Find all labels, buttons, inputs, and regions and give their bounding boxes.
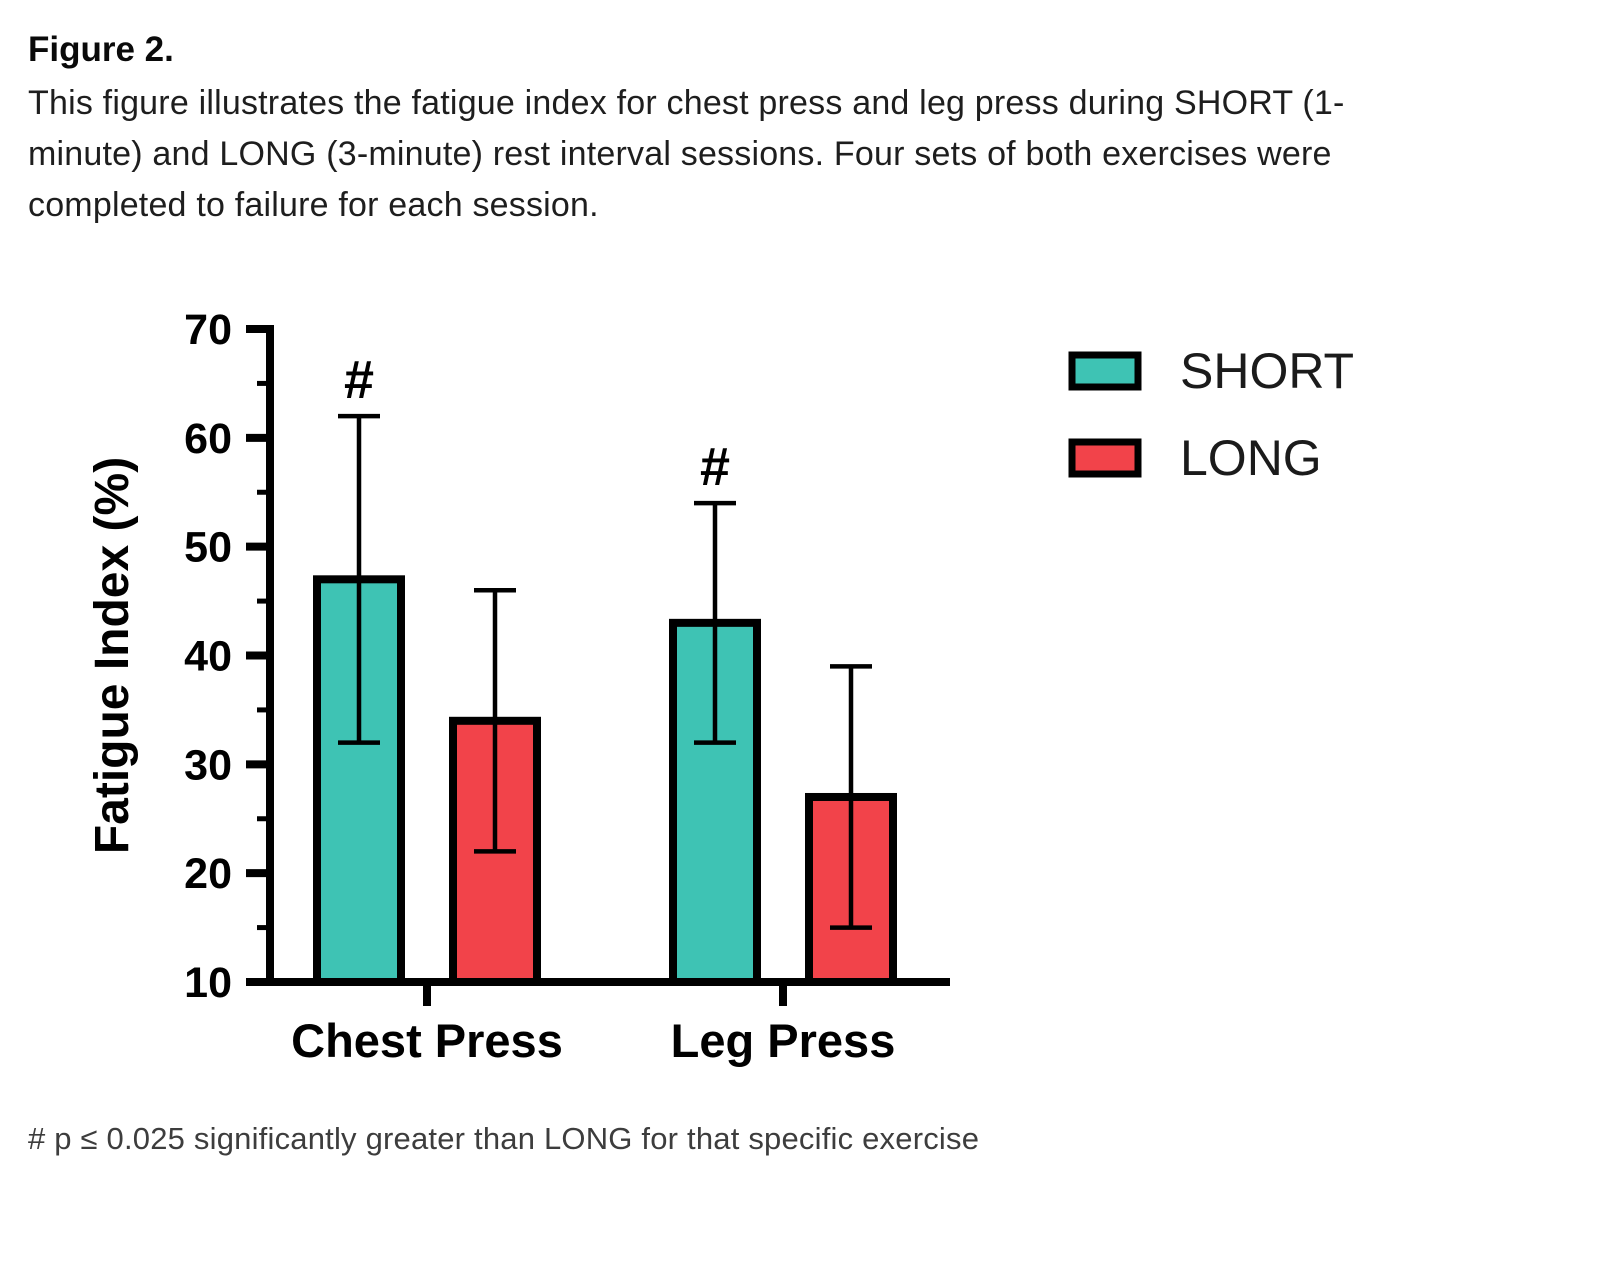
legend-swatch-long [1068, 438, 1142, 478]
y-tick-label: 40 [184, 633, 232, 681]
x-category-label: Leg Press [671, 1014, 896, 1067]
y-tick-label: 20 [184, 850, 232, 898]
bar-short-chest-press [313, 575, 405, 986]
significance-marker: # [344, 350, 374, 410]
significance-footnote: # p ≤ 0.025 significantly greater than L… [28, 1121, 980, 1156]
legend-swatch-short [1068, 351, 1142, 391]
y-tick-label: 10 [184, 959, 232, 1007]
y-tick-label: 70 [184, 306, 232, 354]
y-tick-label: 50 [184, 524, 232, 572]
figure-label: Figure 2. [28, 30, 174, 69]
legend-label-long: LONG [1180, 430, 1322, 486]
y-tick-label: 30 [184, 741, 232, 789]
x-category-label: Chest Press [291, 1014, 563, 1067]
y-tick-label: 60 [184, 415, 232, 463]
figure-caption: This figure illustrates the fatigue inde… [28, 84, 1345, 224]
significance-marker: # [700, 437, 730, 497]
legend-label-short: SHORT [1180, 343, 1354, 399]
bar-chart-svg: 10 20 30 40 50 60 70 Fatigue Index (%) Chest Pre… [86, 306, 1354, 1067]
y-axis-label: Fatigue Index (%) [86, 457, 139, 854]
